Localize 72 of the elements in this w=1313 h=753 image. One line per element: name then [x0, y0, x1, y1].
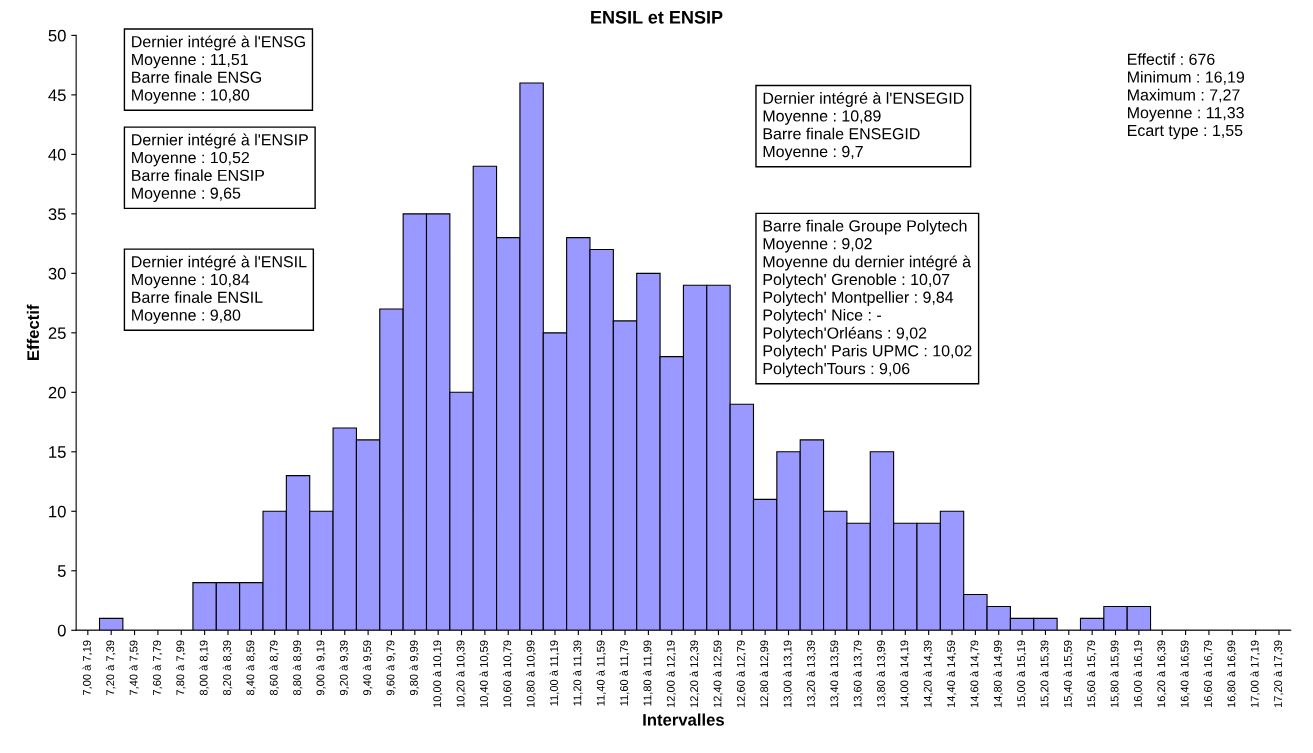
- x-axis-title: Intervalles: [643, 713, 724, 726]
- y-tick-label: 10: [49, 505, 66, 518]
- y-tick-label: 5: [57, 565, 66, 577]
- x-tick-label: 14,60 à 14,79: [970, 640, 980, 708]
- y-tick-label: 50: [48, 29, 66, 42]
- y-tick-label: 25: [48, 327, 66, 340]
- y-tick-label: 45: [48, 89, 66, 102]
- annotation: Dernier intégré à l'ENSIL Moyenne : 10,84 Barre finale ENSIL Moyenne : 9,80: [132, 255, 307, 324]
- annotation: Effectif : 676 Minimum : 16,19 Maximum : 7,27 Moyenne : 11,33 Ecart type : 1,55: [1128, 53, 1245, 140]
- annotation: Dernier intégré à l'ENSIP Moyenne : 10,52 Barre finale ENSIP Moyenne : 9,65: [132, 133, 308, 202]
- x-tick-label: 11,80 à 11,99: [643, 640, 653, 706]
- x-tick-label: 16,60 à 16,79: [1203, 640, 1214, 708]
- x-tick-label: 15,80 à 15,99: [1110, 640, 1120, 708]
- y-tick-label: 30: [48, 267, 66, 280]
- x-tick-label: 11,60 à 11,79: [619, 640, 630, 706]
- x-tick-label: 7,60 à 7,79: [152, 640, 163, 696]
- x-tick-label: 8,00 à 8,19: [199, 640, 209, 696]
- x-tick-label: 13,60 à 13,79: [853, 640, 863, 708]
- x-tick-label: 7,80 à 7,99: [175, 640, 186, 696]
- x-tick-label: 12,80 à 12,99: [759, 640, 770, 708]
- x-tick-label: 11,40 à 11,59: [596, 640, 606, 706]
- x-tick-label: 8,60 à 8,79: [269, 640, 279, 696]
- x-tick-label: 13,80 à 13,99: [876, 640, 887, 708]
- x-tick-label: 12,00 à 12,19: [666, 640, 677, 708]
- x-tick-label: 16,80 à 16,99: [1226, 640, 1237, 708]
- y-axis-title: Effectif: [26, 304, 40, 360]
- chart-title: ENSIL et ENSIP: [591, 10, 723, 24]
- x-tick-label: 8,40 à 8,59: [246, 640, 256, 696]
- x-tick-label: 11,00 à 11,19: [549, 640, 560, 706]
- x-tick-label: 9,40 à 9,59: [362, 640, 373, 696]
- annotation: Dernier intégré à l'ENSG Moyenne : 11,51 Barre finale ENSG Moyenne : 10,80: [132, 35, 305, 104]
- x-tick-label: 17,20 à 17,39: [1273, 640, 1284, 708]
- y-tick-label: 35: [48, 208, 66, 221]
- x-tick-label: 7,40 à 7,59: [129, 640, 139, 696]
- x-tick-label: 10,00 à 10,19: [432, 640, 443, 708]
- x-tick-label: 13,40 à 13,59: [829, 640, 840, 708]
- x-tick-label: 14,00 à 14,19: [899, 640, 910, 708]
- x-tick-label: 12,60 à 12,79: [736, 640, 747, 708]
- x-tick-label: 16,40 à 16,59: [1180, 640, 1190, 708]
- x-tick-label: 16,20 à 16,39: [1156, 640, 1167, 708]
- annotation: Dernier intégré à l'ENSEGID Moyenne : 10,89 Barre finale ENSEGID Moyenne : 9,7: [763, 91, 964, 161]
- y-tick-label: 40: [48, 148, 66, 161]
- x-tick-label: 14,40 à 14,59: [946, 640, 957, 708]
- x-tick-label: 7,20 à 7,39: [105, 640, 116, 696]
- x-tick-label: 13,20 à 13,39: [806, 640, 817, 708]
- x-tick-label: 8,20 à 8,39: [222, 640, 233, 696]
- x-tick-label: 14,20 à 14,39: [923, 640, 933, 708]
- x-tick-label: 9,60 à 9,79: [386, 640, 396, 696]
- y-tick-label: 20: [48, 386, 66, 399]
- x-tick-label: 15,60 à 15,79: [1086, 640, 1097, 708]
- x-tick-label: 9,20 à 9,39: [339, 640, 350, 696]
- x-tick-label: 12,20 à 12,39: [689, 640, 700, 708]
- x-tick-label: 12,40 à 12,59: [713, 640, 723, 708]
- x-tick-label: 10,20 à 10,39: [456, 640, 466, 708]
- x-tick-label: 9,80 à 9,99: [409, 640, 420, 696]
- y-tick-label: 15: [49, 446, 66, 458]
- x-tick-label: 10,60 à 10,79: [502, 640, 513, 708]
- x-tick-label: 7,00 à 7,19: [82, 640, 93, 696]
- x-tick-label: 15,40 à 15,59: [1063, 640, 1074, 708]
- x-tick-label: 8,80 à 8,99: [292, 640, 303, 696]
- x-tick-label: 17,00 à 17,19: [1250, 640, 1260, 708]
- x-tick-label: 10,40 à 10,59: [479, 640, 490, 708]
- x-tick-label: 15,00 à 15,19: [1016, 640, 1027, 708]
- y-tick-label: 0: [57, 624, 66, 637]
- x-tick-label: 11,20 à 11,39: [573, 640, 583, 706]
- x-tick-label: 13,00 à 13,19: [783, 640, 793, 708]
- x-tick-label: 16,00 à 16,19: [1133, 640, 1144, 708]
- x-tick-label: 15,20 à 15,39: [1040, 640, 1050, 708]
- x-tick-label: 14,80 à 14,99: [993, 640, 1004, 708]
- x-tick-label: 9,00 à 9,19: [316, 640, 326, 696]
- text: Barre finale Groupe Polytech Moyenne : 9,02 Moyenne du dernier intégré à Polytech' Grenoble : 10,07 Polytech' Montpellier : 9,84 Polytech' Nice : - Polytech'Orléans : 9,02 Polytech' Paris UPMC : 10,02 Polytech'Tours : 9,06: [763, 219, 972, 378]
- x-tick-label: 10,80 à 10,99: [526, 640, 536, 708]
